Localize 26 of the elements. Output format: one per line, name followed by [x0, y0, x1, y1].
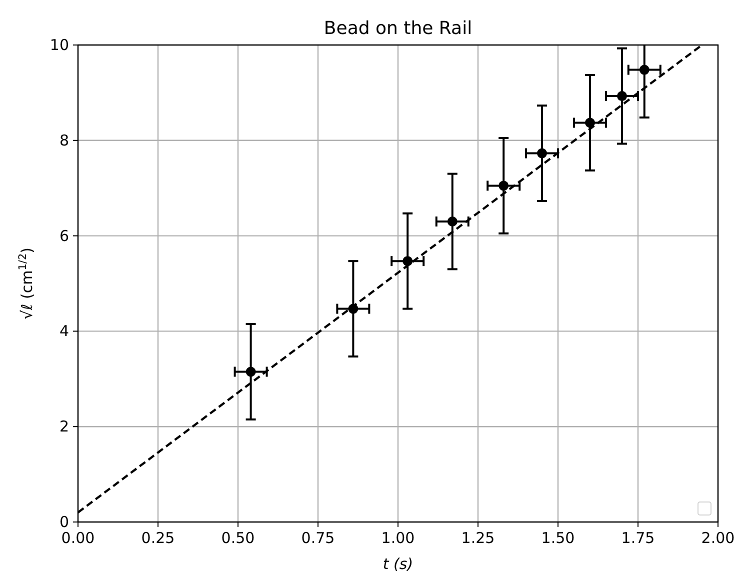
x-tick-label: 0.75: [301, 529, 335, 547]
x-tick-label: 1.25: [461, 529, 495, 547]
y-tick-label: 10: [50, 36, 69, 54]
x-tick-label: 1.75: [621, 529, 655, 547]
point: [447, 216, 458, 226]
point: [246, 366, 256, 377]
y-tick-label: 2: [59, 418, 69, 436]
point: [617, 91, 627, 102]
point: [537, 148, 547, 158]
y-tick-label: 8: [59, 131, 69, 150]
x-tick-label: 0.25: [141, 529, 175, 547]
point: [498, 180, 509, 191]
point: [639, 64, 650, 75]
x-axis-title: t (s): [382, 555, 414, 573]
x-tick-label: 0.00: [61, 529, 95, 547]
point: [402, 256, 413, 266]
chart-title: Bead on the Rail: [324, 18, 472, 39]
x-tick-label: 1.00: [381, 529, 415, 547]
x-tick-label: 1.50: [541, 529, 575, 547]
point: [348, 304, 358, 314]
y-tick-label: 4: [59, 322, 69, 340]
x-tick-label: 0.50: [221, 529, 255, 547]
y-tick-label: 0: [59, 513, 69, 531]
y-tick-label: 6: [59, 226, 69, 245]
x-tick-label: 2.00: [701, 529, 735, 547]
point: [585, 118, 595, 128]
